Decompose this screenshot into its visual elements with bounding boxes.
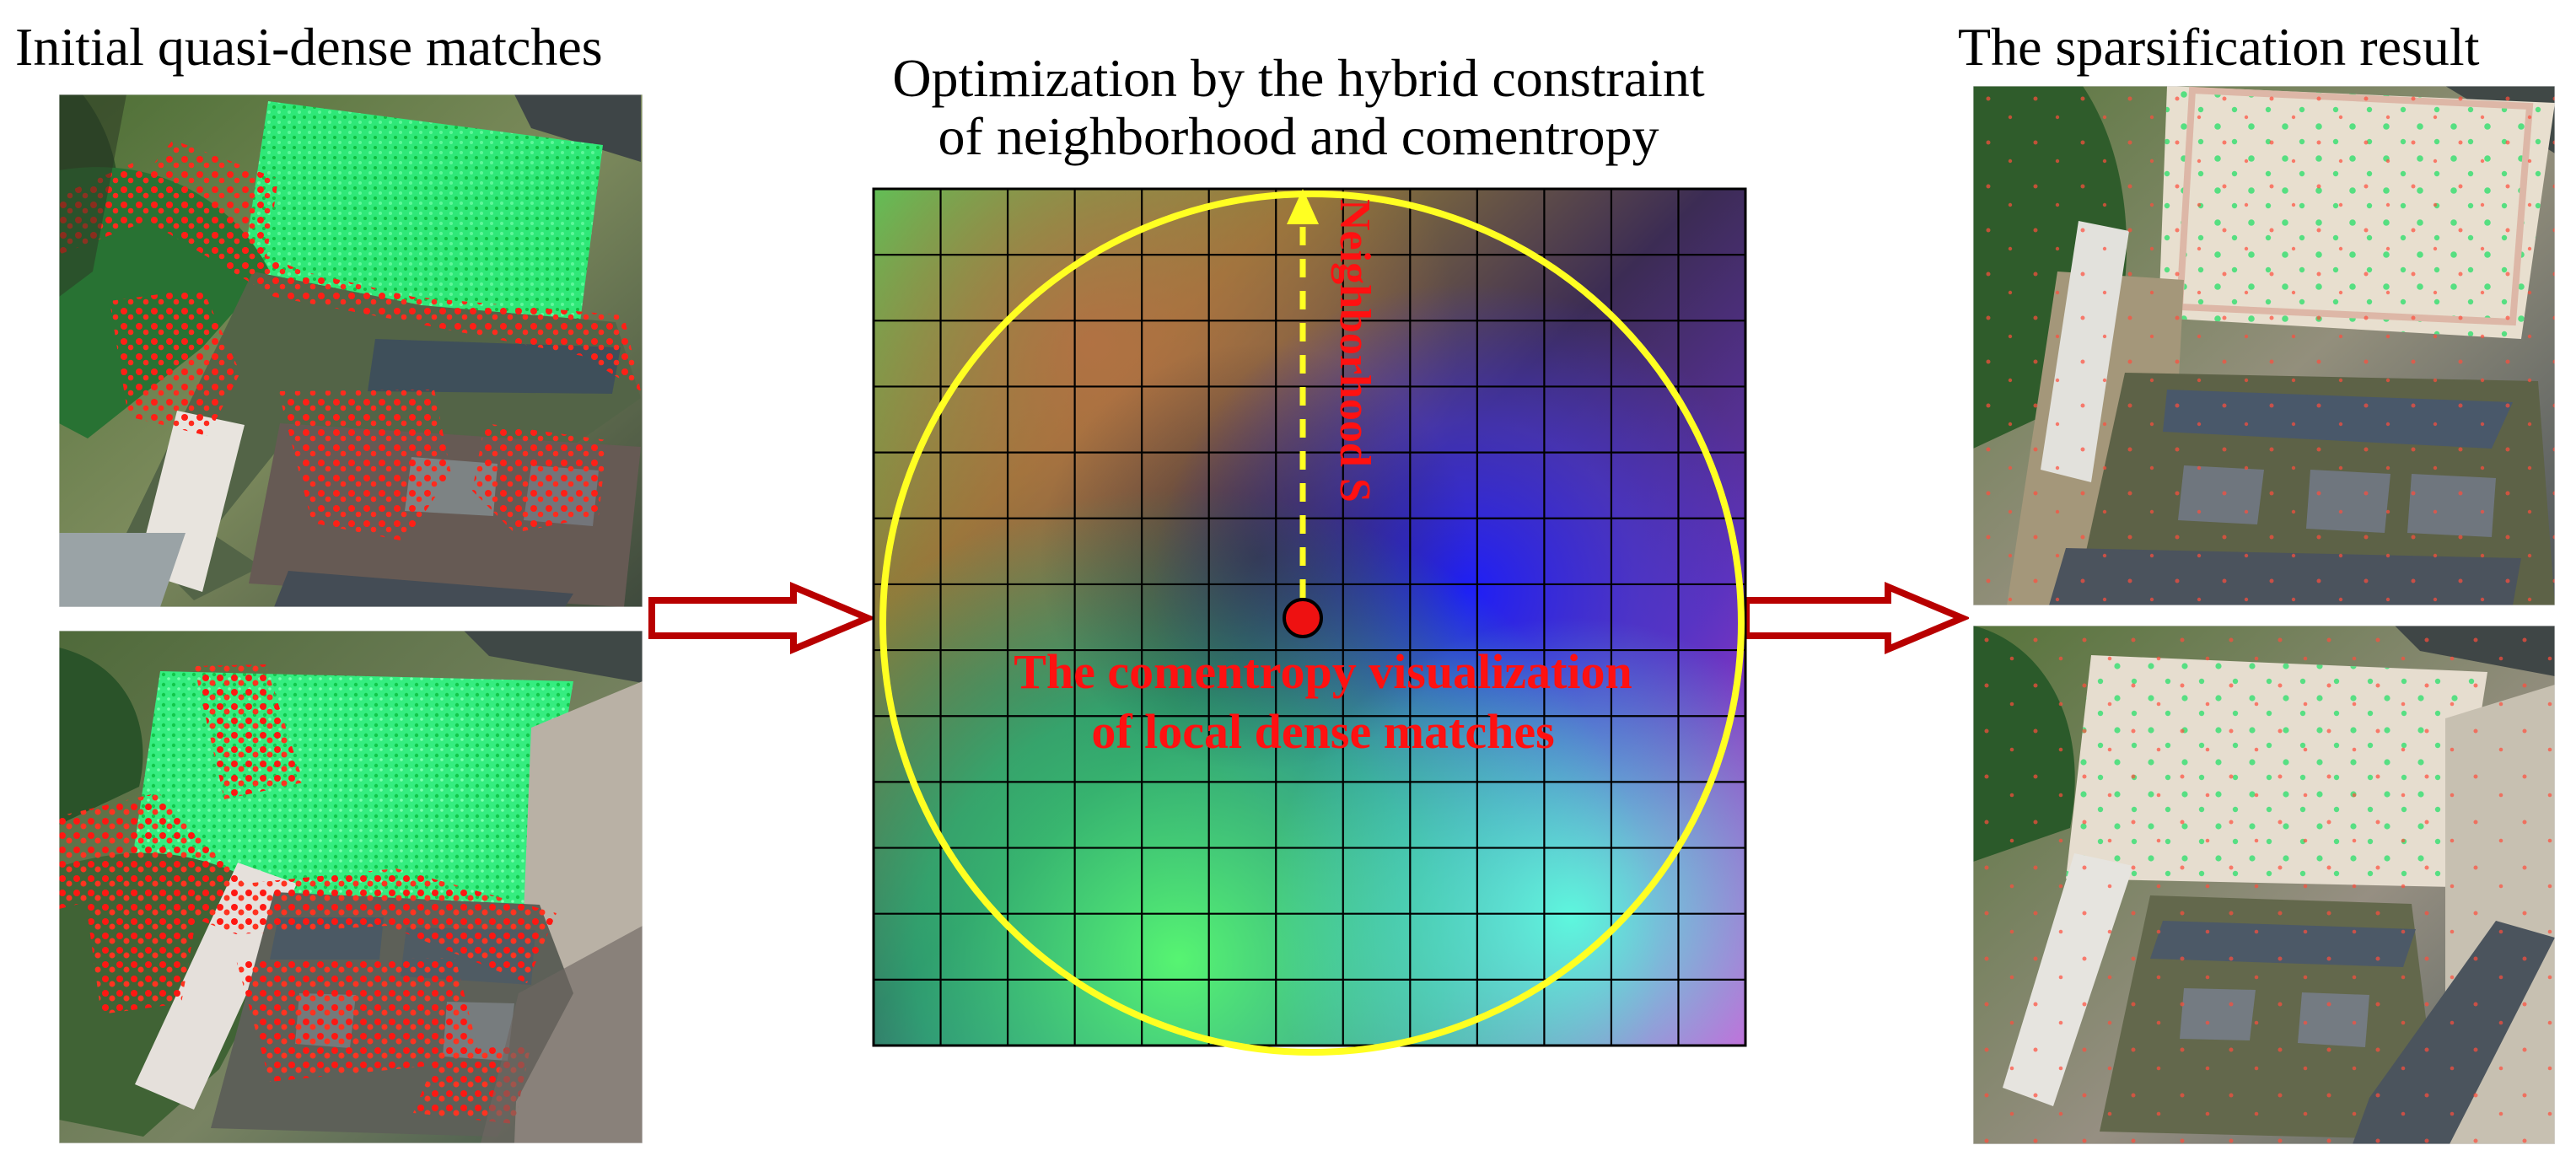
middle-title: Optimization by the hybrid constraint of… [843,49,1754,165]
aerial-photo-top-left [59,94,643,607]
sparsified-matches-image-top [1973,86,2555,605]
aerial-photo-bottom-left [59,631,643,1143]
right-arrow-icon [648,581,874,655]
grid-border [872,187,1747,1047]
left-column-title: Initial quasi-dense matches [15,17,603,77]
middle-title-line-1: Optimization by the hybrid constraint [892,48,1705,108]
grid-lines [872,187,1747,1047]
visualization-label-line-2: of local dense matches [1091,704,1554,759]
comentropy-visualization: Neighborhood S The comentropy visualizat… [872,187,1747,1056]
sparsified-matches-image-bottom [1973,626,2555,1144]
middle-title-line-2: of neighborhood and comentropy [938,106,1659,167]
initial-matches-image-bottom [59,631,643,1143]
neighborhood-label: Neighborhood S [1331,199,1379,503]
center-point-icon [1283,598,1323,638]
comentropy-grid-visualization: Neighborhood S The comentropy visualizat… [872,187,1747,1056]
right-column-title: The sparsification result [1958,17,2480,77]
visualization-label-line-1: The comentropy visualization [1014,644,1632,699]
neighborhood-circle [879,191,1745,1056]
aerial-photo-bottom-right [1973,626,2555,1144]
aerial-photo-top-right [1973,86,2555,605]
neighborhood-arrowhead-icon [1287,189,1319,224]
initial-matches-image-top [59,94,643,607]
right-arrow-icon [1743,581,1969,655]
